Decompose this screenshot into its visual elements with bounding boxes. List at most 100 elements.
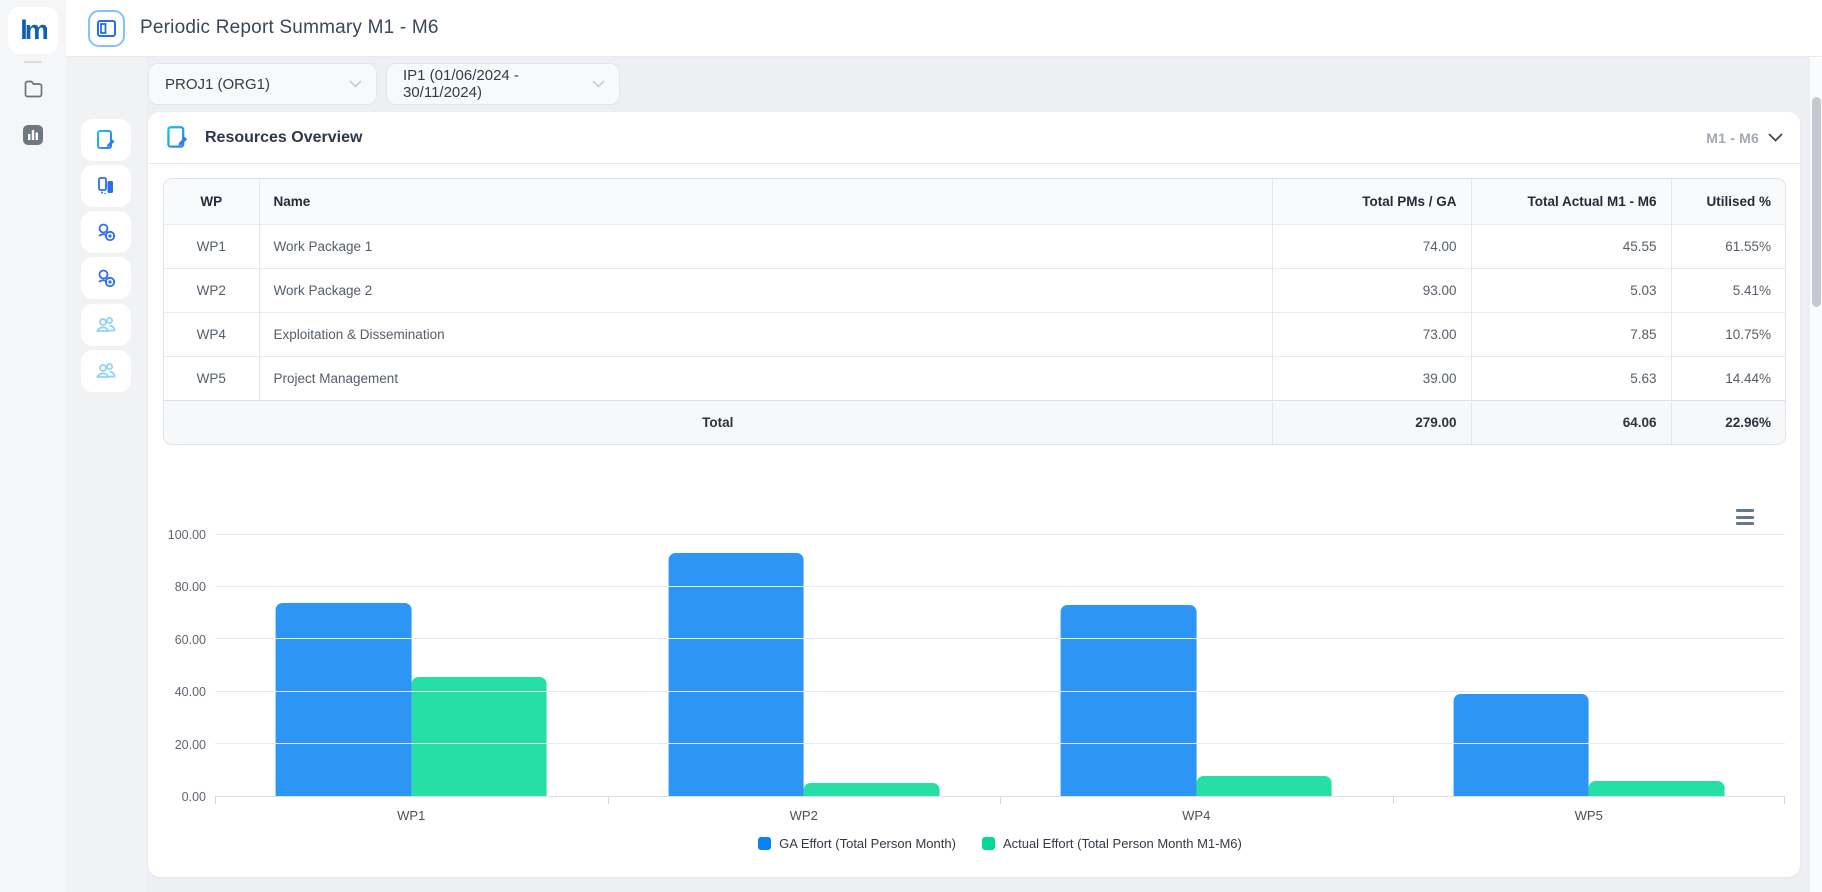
table-row: WP4 Exploitation & Dissemination 73.00 7… <box>164 311 1785 356</box>
bar-group <box>1060 535 1332 796</box>
x-axis-tick <box>1784 797 1785 804</box>
table-row: WP2 Work Package 2 93.00 5.03 5.41% <box>164 267 1785 312</box>
x-tick-label: WP4 <box>1182 808 1211 823</box>
bar-wp4[interactable] <box>1060 605 1197 796</box>
project-select[interactable]: PROJ1 (ORG1) <box>148 63 377 105</box>
x-tick-label: WP1 <box>397 808 426 823</box>
bar-wp2[interactable] <box>803 782 940 796</box>
table-header-row: WP Name Total PMs / GA Total Actual M1 -… <box>164 179 1785 224</box>
y-tick-label: 0.00 <box>181 790 206 804</box>
bar-wp5[interactable] <box>1453 694 1589 796</box>
filters-bar: PROJ1 (ORG1) IP1 (01/06/2024 - 30/11/202… <box>148 63 620 105</box>
tool-item-partner-settings-1[interactable] <box>81 211 131 253</box>
cell-total-pms: 73.00 <box>1271 311 1471 356</box>
chart-x-axis-labels: WP1 WP2 WP4 WP5 <box>215 808 1785 823</box>
legend-label: GA Effort (Total Person Month) <box>779 836 956 851</box>
cell-utilised: 5.41% <box>1670 267 1785 312</box>
report-edit-icon <box>165 125 190 150</box>
bar-wp1[interactable] <box>275 602 412 796</box>
users-icon <box>94 361 118 381</box>
chart-category-wp5 <box>1393 535 1786 796</box>
user-gear-icon <box>95 267 118 290</box>
chart-gridline <box>215 586 1785 588</box>
folder-icon <box>23 80 44 98</box>
sidebar-item-projects[interactable] <box>0 72 66 106</box>
cell-wp: WP1 <box>164 223 259 268</box>
bar-chart-icon <box>23 125 43 145</box>
page-title: Periodic Report Summary M1 - M6 <box>140 17 439 38</box>
column-header-name: Name <box>258 179 1272 224</box>
resources-overview-card: Resources Overview M1 - M6 WP Name Total… <box>148 112 1800 877</box>
tool-sidebar <box>66 57 147 892</box>
scrollbar-track[interactable] <box>1809 57 1822 892</box>
cell-utilised: 61.55% <box>1670 223 1785 268</box>
cell-total-actual: 5.63 <box>1470 355 1671 400</box>
section-range-selector[interactable]: M1 - M6 <box>1706 130 1783 146</box>
cell-wp: WP4 <box>164 311 259 356</box>
sidebar-panel-icon <box>97 19 116 37</box>
bar-wp2[interactable] <box>668 553 804 796</box>
hamburger-icon[interactable] <box>1734 508 1756 526</box>
main-sidebar: lm <box>0 0 66 892</box>
period-select[interactable]: IP1 (01/06/2024 - 30/11/2024) <box>386 63 620 105</box>
cell-wp: WP5 <box>164 355 259 400</box>
table-row: WP5 Project Management 39.00 5.63 14.44% <box>164 355 1785 400</box>
scrollbar-thumb[interactable] <box>1812 97 1821 307</box>
legend-marker <box>758 837 772 850</box>
tool-item-review[interactable] <box>81 165 131 207</box>
app-logo-text: lm <box>20 15 48 45</box>
chart-gridline <box>215 742 1785 744</box>
total-utilised: 22.96% <box>1670 399 1785 444</box>
sidebar-item-reports[interactable] <box>0 118 66 152</box>
cell-total-pms: 93.00 <box>1271 267 1471 312</box>
total-actual: 64.06 <box>1470 399 1671 444</box>
x-tick-label: WP2 <box>789 808 818 823</box>
cell-utilised: 14.44% <box>1670 355 1785 400</box>
bar-wp4[interactable] <box>1196 775 1332 796</box>
bar-wp5[interactable] <box>1588 781 1725 796</box>
tool-item-team-2[interactable] <box>81 350 131 392</box>
x-axis-tick <box>215 797 216 804</box>
cell-total-actual: 45.55 <box>1470 223 1671 268</box>
chart-category-wp2 <box>608 535 1001 796</box>
tool-item-partner-settings-2[interactable] <box>81 257 131 299</box>
chevron-down-icon <box>1768 133 1783 142</box>
x-tick-label: WP5 <box>1574 808 1603 823</box>
column-header-utilised: Utilised % <box>1670 179 1785 224</box>
chart-x-axis-ticks <box>215 797 1785 804</box>
app-logo[interactable]: lm <box>8 7 58 54</box>
section-range-label: M1 - M6 <box>1706 129 1759 146</box>
cell-wp: WP2 <box>164 267 259 312</box>
main-content: PROJ1 (ORG1) IP1 (01/06/2024 - 30/11/202… <box>147 57 1822 892</box>
section-title: Resources Overview <box>205 128 363 146</box>
tool-item-resources-report[interactable] <box>81 119 131 161</box>
cell-name: Exploitation & Dissemination <box>258 311 1272 356</box>
y-tick-label: 60.00 <box>174 632 206 647</box>
total-pms: 279.00 <box>1271 399 1471 444</box>
users-icon <box>94 315 118 335</box>
cell-name: Project Management <box>258 355 1272 400</box>
chart-gridline <box>215 690 1785 692</box>
chart-y-axis-labels: 0.00 20.00 40.00 60.00 80.00 100.00 <box>154 528 206 804</box>
cell-name: Work Package 2 <box>258 267 1272 312</box>
sidebar-toggle-button[interactable] <box>88 9 125 47</box>
effort-bar-chart: 0.00 20.00 40.00 60.00 80.00 100.00 WP1 WP2 WP4… <box>148 508 1800 868</box>
cell-total-pms: 74.00 <box>1271 223 1471 268</box>
tool-item-team-1[interactable] <box>81 304 131 346</box>
chart-category-wp1 <box>215 535 608 796</box>
project-select-value: PROJ1 (ORG1) <box>165 75 271 93</box>
y-tick-label: 80.00 <box>174 580 206 595</box>
resources-table: WP Name Total PMs / GA Total Actual M1 -… <box>163 178 1786 445</box>
column-header-total-pms: Total PMs / GA <box>1271 179 1471 224</box>
bar-wp1[interactable] <box>411 677 547 796</box>
sidebar-divider <box>24 61 42 63</box>
chart-gridline <box>215 534 1785 535</box>
chart-gridline <box>215 638 1785 640</box>
cell-utilised: 10.75% <box>1670 311 1785 356</box>
legend-item[interactable]: Actual Effort (Total Person Month M1-M6) <box>981 836 1242 851</box>
legend-item[interactable]: GA Effort (Total Person Month) <box>758 836 956 851</box>
cell-total-pms: 39.00 <box>1271 355 1471 400</box>
bar-group <box>1453 535 1725 796</box>
cell-total-actual: 5.03 <box>1470 267 1671 312</box>
top-header: Periodic Report Summary M1 - M6 <box>66 0 1822 57</box>
